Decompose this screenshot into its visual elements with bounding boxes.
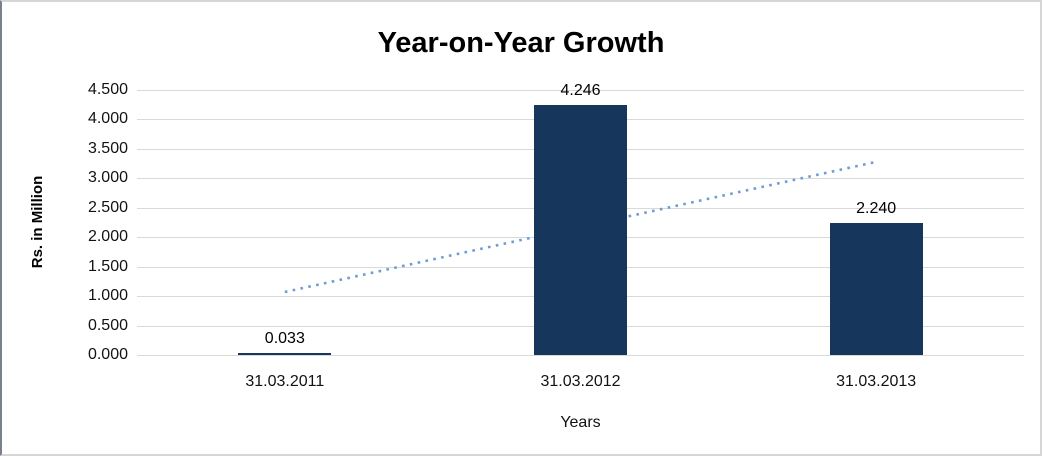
x-tick-label: 31.03.2012 — [540, 373, 621, 390]
y-tick-label: 2.000 — [87, 228, 128, 246]
y-tick-label: 0.500 — [87, 316, 128, 334]
bar-31.03.2011 — [238, 353, 332, 356]
bar-31.03.2013 — [829, 223, 923, 355]
bar-value-label: 4.246 — [560, 81, 601, 99]
trendline — [284, 160, 877, 294]
x-tick-label: 31.03.2011 — [245, 373, 325, 390]
gridline — [137, 90, 1024, 91]
trendline-segment — [284, 160, 877, 294]
chart-title: Year-on-Year Growth — [377, 27, 665, 59]
y-tick-labels: 0.000 0.500 1.000 1.500 2.000 2.500 3.000 3.500… — [2, 81, 128, 363]
y-tick-label: 1.500 — [87, 257, 128, 275]
bar-31.03.2012 — [534, 104, 627, 355]
y-tick-label: 4.000 — [87, 110, 128, 128]
plot-area: 0.033 4.246 2.240 — [137, 82, 1024, 356]
y-tick-label: 3.000 — [87, 169, 128, 187]
y-tick-label: 4.500 — [87, 81, 128, 98]
x-tick-label: 31.03.2013 — [836, 373, 917, 390]
y-tick-label: 0.000 — [87, 346, 128, 363]
y-tick-label: 3.500 — [87, 139, 128, 157]
x-tick-labels: 31.03.2011 31.03.2012 31.03.2013 — [137, 373, 1024, 393]
bar-value-label: 2.240 — [856, 200, 897, 218]
y-tick-label: 1.000 — [87, 287, 128, 305]
gridline — [137, 355, 1024, 356]
y-tick-label: 2.500 — [87, 198, 128, 216]
x-axis-title: Years — [560, 414, 601, 431]
bar-value-label: 0.033 — [264, 330, 305, 348]
